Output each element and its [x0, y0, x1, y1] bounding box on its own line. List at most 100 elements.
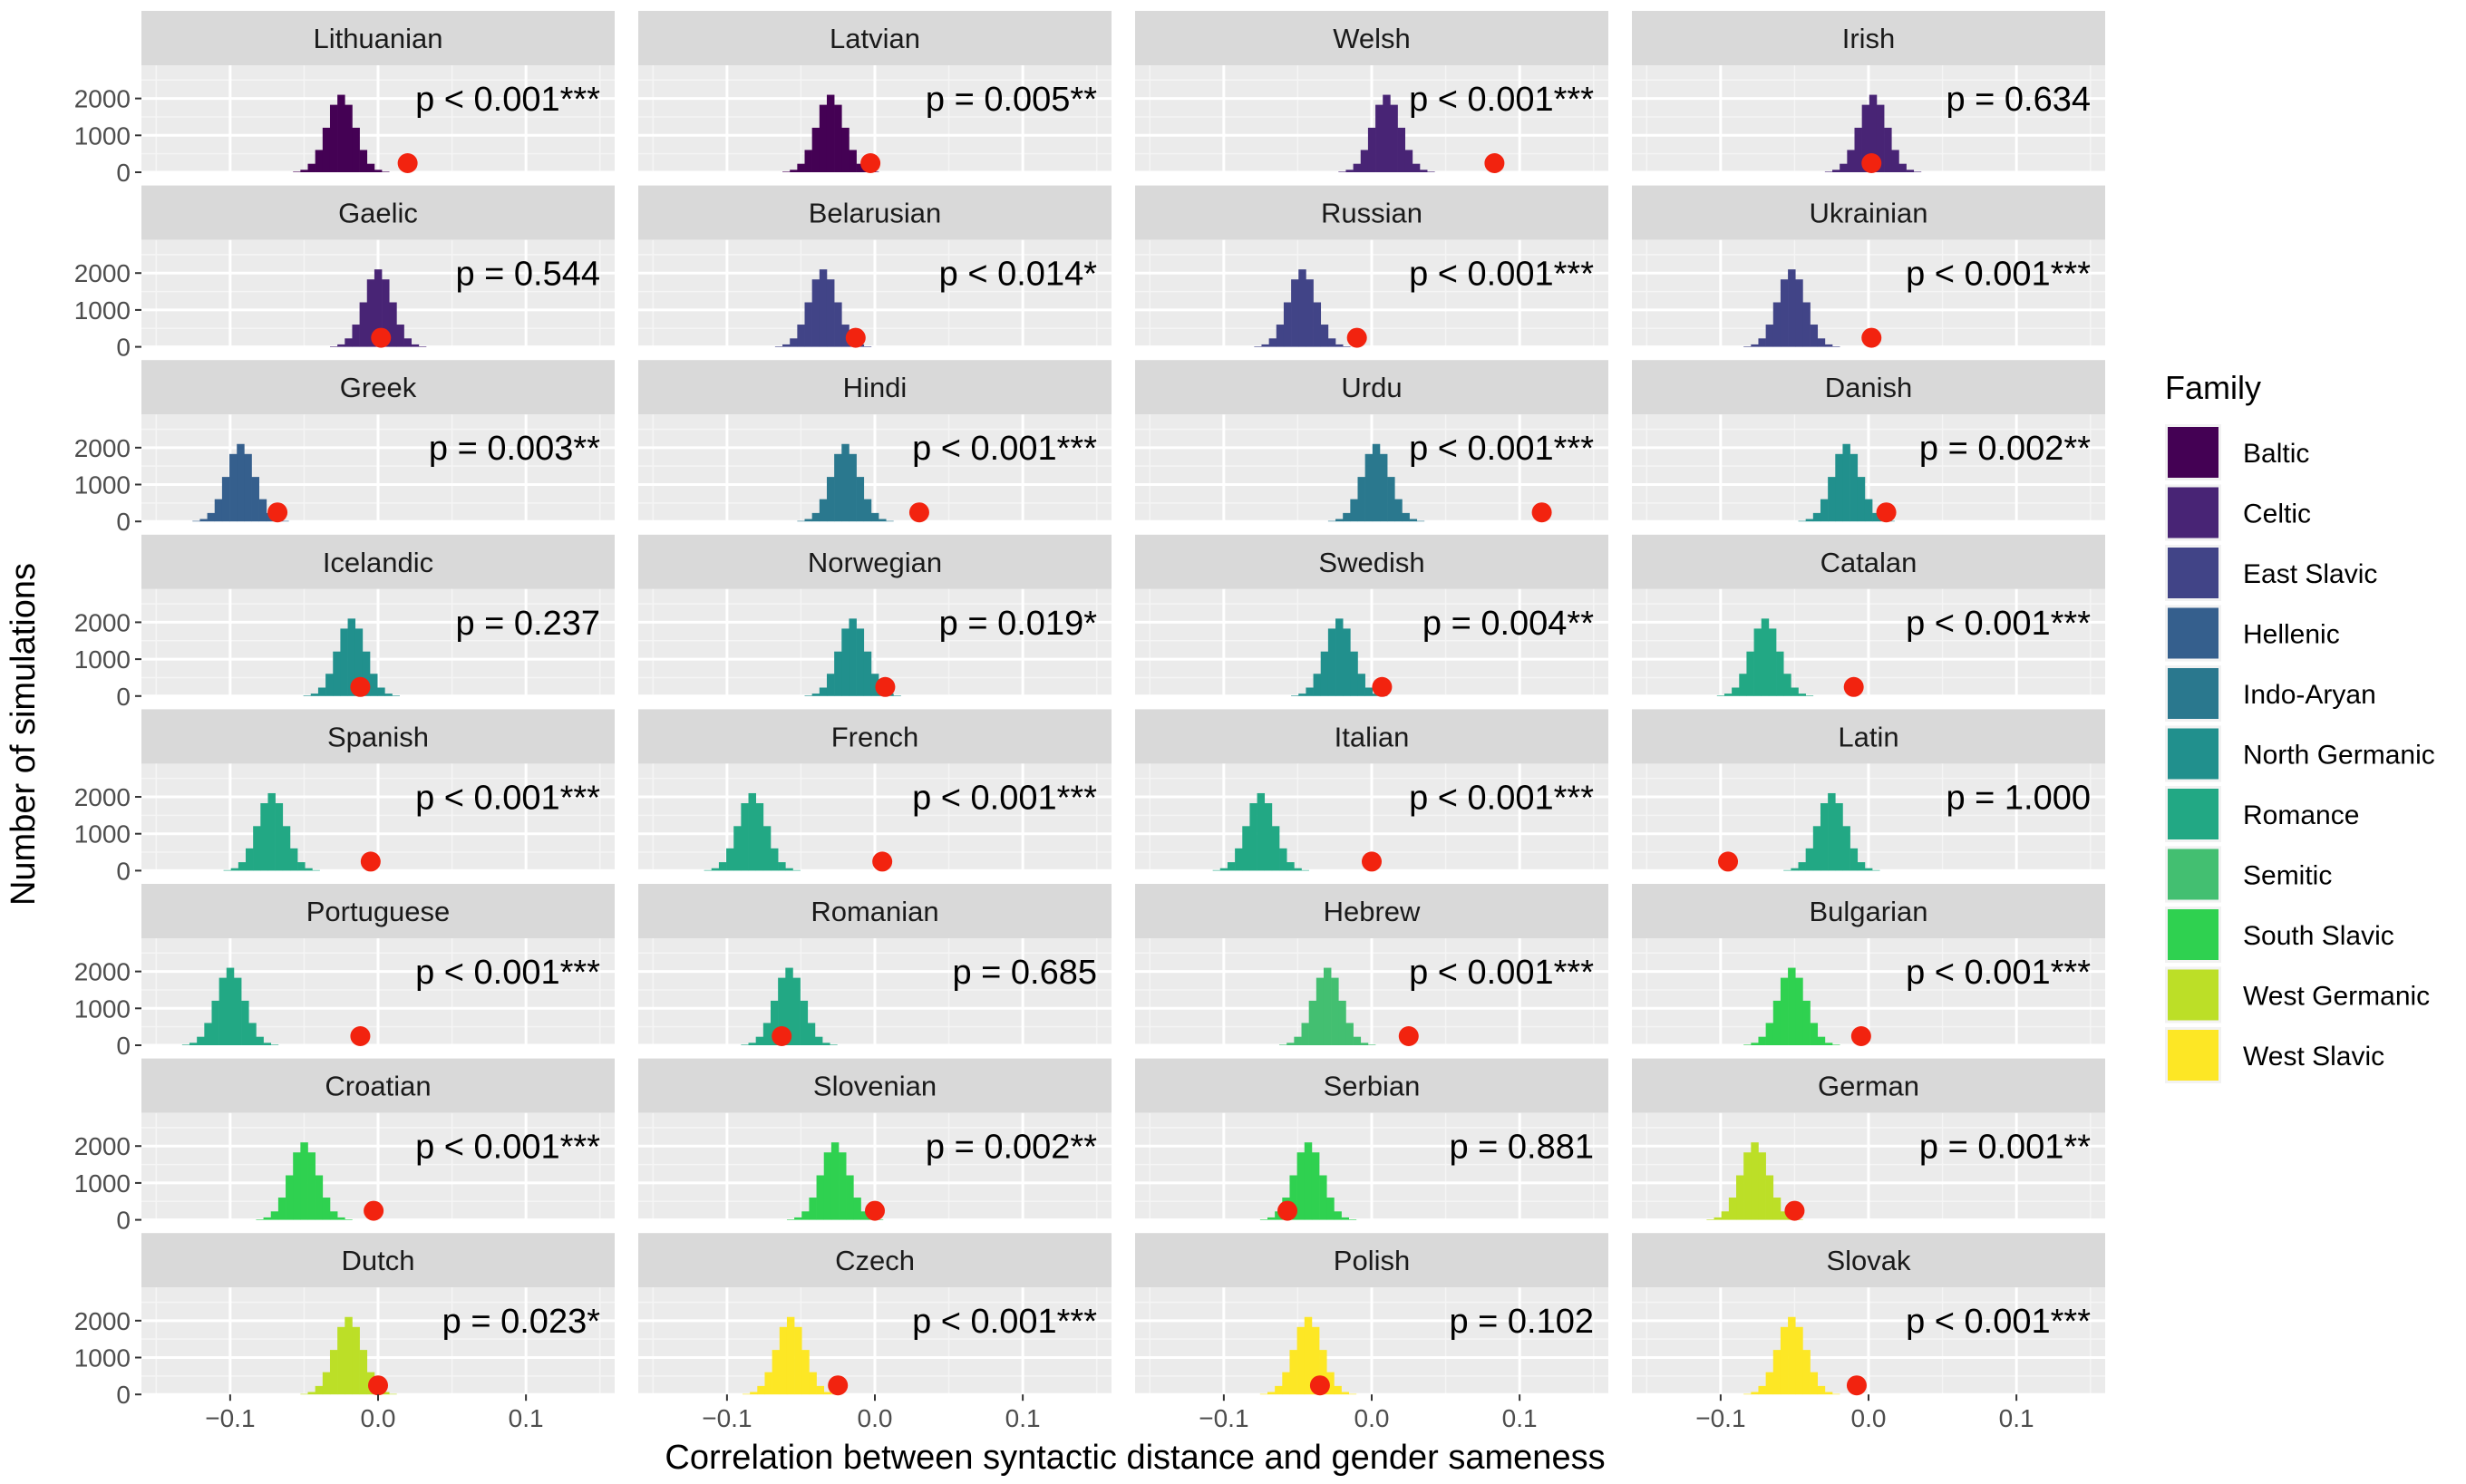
facet-title: Belarusian: [809, 198, 941, 229]
legend-swatch: [2168, 548, 2218, 598]
histogram-bar: [1335, 519, 1344, 522]
histogram-bar: [1348, 1219, 1357, 1220]
histogram-bar: [1402, 512, 1410, 522]
histogram-bar: [1824, 1043, 1833, 1045]
histogram-bar: [307, 1152, 316, 1220]
histogram-bar: [1810, 1372, 1819, 1395]
histogram-bar: [849, 150, 857, 172]
histogram-bar: [811, 279, 820, 347]
histogram-bar: [801, 1211, 810, 1220]
histogram-bar: [1268, 338, 1277, 347]
histogram-bar: [778, 977, 786, 1045]
legend-swatch: [2168, 728, 2218, 780]
facet-strip: [638, 709, 1112, 764]
facet-dutch: Dutch p = 0.023* 0 1000 2000 −0.1 0.0 0.1: [74, 1233, 615, 1432]
histogram-bar: [1335, 618, 1344, 696]
histogram-bar: [816, 1175, 825, 1220]
histogram-bar: [797, 325, 805, 347]
histogram-bar: [1706, 1219, 1714, 1220]
histogram-bar: [1326, 1372, 1335, 1395]
histogram-bar: [834, 104, 842, 172]
histogram-bar: [359, 302, 368, 347]
histogram-bar: [377, 687, 385, 696]
histogram-bar: [757, 1385, 765, 1395]
facet-strip: [141, 185, 615, 240]
histogram-bar: [1296, 1152, 1306, 1220]
observed-point: [1309, 1375, 1330, 1396]
histogram-bar: [1832, 1044, 1840, 1045]
facet-title: Urdu: [1341, 372, 1402, 403]
histogram-bar: [411, 344, 420, 347]
histogram-bar: [1758, 1036, 1766, 1045]
histogram-bar: [374, 269, 383, 347]
observed-point: [350, 1026, 371, 1046]
histogram-bar: [370, 674, 378, 696]
observed-point: [1277, 1200, 1298, 1221]
histogram-bar: [794, 1326, 802, 1395]
p-value-label: p < 0.001***: [1906, 605, 2091, 643]
histogram-bar: [293, 171, 301, 172]
histogram-bar: [1746, 651, 1754, 696]
histogram-bar: [226, 967, 235, 1045]
histogram-bar: [1791, 687, 1799, 696]
histogram-bar: [804, 150, 812, 172]
histogram-bar: [214, 499, 223, 522]
histogram-bar: [1820, 499, 1829, 522]
facet-gaelic: Gaelic p = 0.544 0 1000 2000: [74, 185, 615, 362]
facet-title: Russian: [1321, 198, 1422, 229]
facet-strip: [1135, 709, 1608, 764]
histogram-bar: [305, 868, 313, 871]
histogram-bar: [1861, 104, 1870, 172]
histogram-bar: [1367, 127, 1376, 172]
histogram-bar: [1267, 1217, 1276, 1220]
histogram-bar: [1835, 803, 1843, 871]
histogram-bar: [1783, 674, 1791, 696]
histogram-bar: [1390, 104, 1398, 172]
y-tick-label: 2000: [74, 434, 131, 462]
histogram-bar: [1736, 1175, 1744, 1220]
histogram-bar: [366, 279, 375, 347]
facet-title: Italian: [1335, 721, 1410, 752]
histogram-bar: [1751, 1043, 1759, 1045]
histogram-bar: [1780, 1211, 1789, 1220]
facet-strip: [638, 1058, 1112, 1113]
histogram-bar: [860, 1211, 869, 1220]
observed-point: [1531, 502, 1552, 523]
histogram-bar: [1345, 1023, 1354, 1045]
histogram-bar: [886, 520, 894, 522]
facet-title: Latin: [1838, 721, 1898, 752]
histogram-bar: [1772, 1000, 1782, 1045]
histogram-bar: [1286, 1043, 1295, 1045]
histogram-bar: [1840, 163, 1848, 172]
histogram-bar: [1372, 443, 1381, 522]
histogram-bar: [1379, 453, 1388, 522]
histogram-bar: [1298, 269, 1306, 347]
histogram-bar: [774, 346, 783, 347]
histogram-bar: [1420, 170, 1428, 172]
histogram-bar: [1854, 127, 1862, 172]
histogram-bar: [238, 862, 247, 871]
histogram-bar: [1283, 302, 1292, 347]
histogram-bar: [258, 499, 267, 522]
histogram-bar: [300, 1393, 308, 1395]
histogram-bar: [786, 1219, 795, 1220]
histogram-bar: [790, 338, 798, 347]
histogram-bar: [856, 628, 865, 696]
histogram-bar: [211, 1000, 219, 1045]
histogram-bar: [1876, 104, 1885, 172]
facet-catalan: Catalan p < 0.001***: [1632, 534, 2105, 698]
histogram-bar: [1788, 967, 1796, 1045]
facet-title: Lithuanian: [313, 23, 442, 54]
histogram-bar: [396, 325, 404, 347]
histogram-bar: [337, 1217, 345, 1220]
histogram-bar: [300, 170, 308, 172]
histogram-bar: [1872, 869, 1880, 871]
histogram-bar: [1758, 1152, 1766, 1220]
histogram-bar: [337, 94, 345, 172]
histogram-bar: [1313, 302, 1322, 347]
facet-title: German: [1818, 1071, 1919, 1102]
histogram-bar: [823, 1152, 832, 1220]
